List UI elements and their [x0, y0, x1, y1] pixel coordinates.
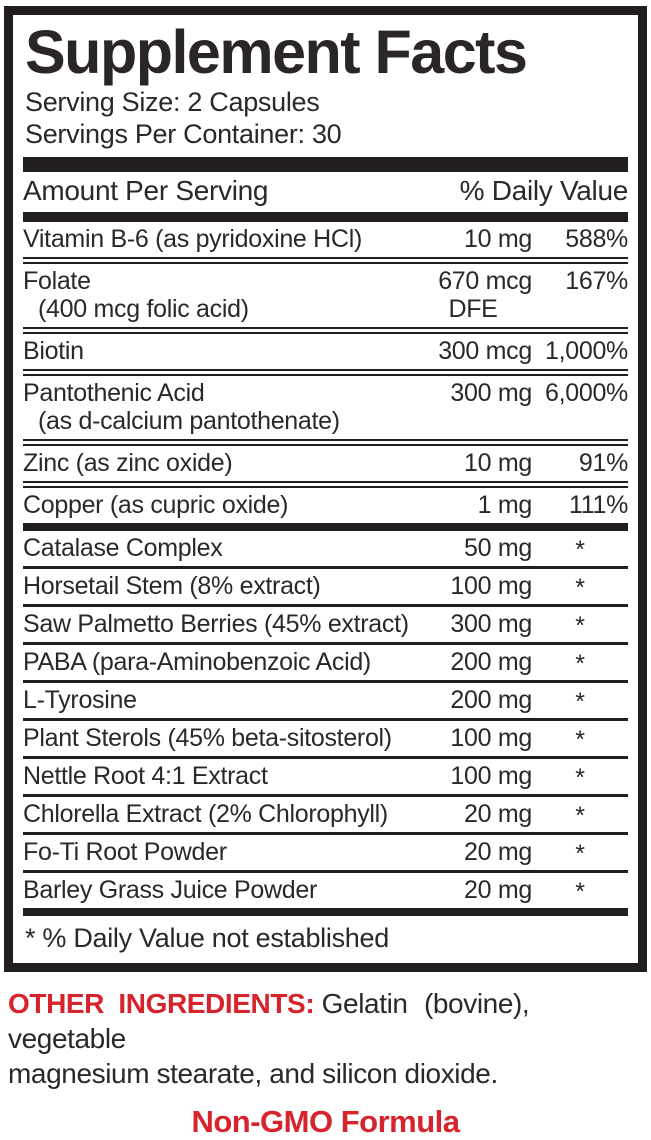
- table-row: Biotin 300 mcg 1,000%: [23, 326, 628, 369]
- ingredient-name: Zinc (as zinc oxide): [23, 448, 233, 477]
- serving-size: Serving Size: 2 Capsules: [25, 87, 320, 118]
- ingredient-amount: 670 mcg DFE: [438, 266, 532, 323]
- ingredient-amount: 100 mg: [450, 761, 532, 790]
- ingredient-name: Biotin: [23, 336, 84, 365]
- vitamins-table: Vitamin B-6 (as pyridoxine HCl) 10 mg 588%…: [23, 222, 628, 523]
- ingredient-name: Nettle Root 4:1 Extract: [23, 761, 268, 790]
- servings-per-container: Servings Per Container: 30: [25, 119, 342, 150]
- ingredient-amount: 50 mg: [464, 533, 532, 562]
- ingredient-amount: 200 mg: [450, 685, 532, 714]
- ingredient-daily-value: *: [575, 573, 585, 602]
- table-header: Amount Per Serving % Daily Value: [23, 172, 628, 212]
- table-row: Plant Sterols (45% beta-sitosterol) 100 m…: [23, 717, 628, 756]
- ingredient-amount: 100 mg: [450, 571, 532, 600]
- ingredient-daily-value: *: [575, 801, 585, 830]
- table-row: Copper (as cupric oxide) 1 mg 111%: [23, 480, 628, 523]
- ingredient-daily-value: *: [575, 763, 585, 792]
- ingredient-name: Vitamin B-6 (as pyridoxine HCl): [23, 224, 362, 253]
- ingredient-name: Barley Grass Juice Powder: [23, 875, 318, 904]
- ingredient-name: Catalase Complex: [23, 533, 223, 562]
- other-ingredients-label: OTHER INGREDIENTS:: [8, 987, 315, 1019]
- table-row: Horsetail Stem (8% extract) 100 mg *: [23, 565, 628, 604]
- ingredient-daily-value: *: [575, 687, 585, 716]
- table-row: Barley Grass Juice Powder 20 mg *: [23, 869, 628, 908]
- ingredient-name: Folate (400 mcg folic acid): [23, 266, 249, 323]
- ingredient-daily-value: 6,000%: [545, 378, 628, 407]
- ingredient-name: Chlorella Extract (2% Chlorophyll): [23, 799, 388, 828]
- table-row: Folate (400 mcg folic acid) 670 mcg DFE 167%: [23, 256, 628, 327]
- ingredient-amount: 300 mg: [450, 378, 532, 407]
- ingredient-name: Saw Palmetto Berries (45% extract): [23, 609, 409, 638]
- supplement-label: { "colors": { "accent_red": "#d6232c", "…: [0, 6, 651, 1139]
- ingredient-amount: 100 mg: [450, 723, 532, 752]
- column-header-daily-value: % Daily Value: [459, 174, 629, 206]
- ingredient-amount: 300 mg: [450, 609, 532, 638]
- table-row: L-Tyrosine 200 mg *: [23, 679, 628, 718]
- ingredient-name: Pantothenic Acid (as d-calcium pantothena…: [23, 378, 340, 435]
- ingredient-daily-value: *: [575, 649, 585, 678]
- ingredient-daily-value: *: [575, 877, 585, 906]
- ingredient-daily-value: 167%: [565, 266, 628, 295]
- ingredient-daily-value: 1,000%: [545, 336, 628, 365]
- non-gmo-formula: Non-GMO Formula: [191, 1103, 460, 1139]
- ingredient-name: L-Tyrosine: [23, 685, 137, 714]
- ingredient-daily-value: 111%: [568, 490, 628, 519]
- divider-bar-header: [23, 211, 628, 222]
- ingredient-amount: 1 mg: [477, 490, 533, 519]
- other-ingredients-line2: magnesium stearate, and silicon dioxide.: [8, 1057, 498, 1089]
- supplement-facts-panel: Supplement Facts Serving Size: 2 Capsule…: [4, 6, 647, 972]
- divider-bar-top: [23, 156, 628, 172]
- table-row: Saw Palmetto Berries (45% extract) 300 mg…: [23, 603, 628, 642]
- table-row: Nettle Root 4:1 Extract 100 mg *: [23, 755, 628, 794]
- table-row: Chlorella Extract (2% Chlorophyll) 20 mg *: [23, 793, 628, 832]
- ingredient-amount: 20 mg: [464, 875, 532, 904]
- ingredient-amount: 20 mg: [464, 799, 532, 828]
- table-row: Catalase Complex 50 mg *: [23, 531, 628, 566]
- table-row: Vitamin B-6 (as pyridoxine HCl) 10 mg 588%: [23, 222, 628, 257]
- ingredient-amount: 10 mg: [464, 448, 532, 477]
- ingredient-daily-value: *: [575, 839, 585, 868]
- ingredient-name: Plant Sterols (45% beta-sitosterol): [23, 723, 392, 752]
- ingredient-name: Fo-Ti Root Powder: [23, 837, 227, 866]
- ingredient-daily-value: 91%: [578, 448, 628, 477]
- table-row: Pantothenic Acid (as d-calcium pantothena…: [23, 368, 628, 439]
- ingredient-daily-value: *: [575, 725, 585, 754]
- ingredient-daily-value: *: [575, 611, 585, 640]
- divider-bar-bottom: [23, 907, 628, 916]
- daily-value-footnote: * % Daily Value not established: [25, 922, 389, 953]
- ingredient-amount: 300 mcg: [438, 336, 532, 365]
- ingredient-daily-value: *: [575, 535, 585, 564]
- column-header-amount: Amount Per Serving: [23, 174, 269, 206]
- ingredient-name: PABA (para-Aminobenzoic Acid): [23, 647, 371, 676]
- divider-bar-middle: [23, 522, 628, 531]
- ingredient-name: Copper (as cupric oxide): [23, 490, 289, 519]
- table-row: PABA (para-Aminobenzoic Acid) 200 mg *: [23, 641, 628, 680]
- table-row: Zinc (as zinc oxide) 10 mg 91%: [23, 438, 628, 481]
- ingredient-amount: 200 mg: [450, 647, 532, 676]
- ingredient-name: Horsetail Stem (8% extract): [23, 571, 321, 600]
- other-ingredients: OTHER INGREDIENTS: Gelatin (bovine), veg…: [8, 986, 643, 1091]
- panel-title: Supplement Facts: [25, 18, 528, 86]
- table-row: Fo-Ti Root Powder 20 mg *: [23, 831, 628, 870]
- botanicals-table: Catalase Complex 50 mg * Horsetail Stem (8%…: [23, 531, 628, 908]
- ingredient-amount: 20 mg: [464, 837, 532, 866]
- ingredient-amount: 10 mg: [464, 224, 532, 253]
- ingredient-daily-value: 588%: [565, 224, 628, 253]
